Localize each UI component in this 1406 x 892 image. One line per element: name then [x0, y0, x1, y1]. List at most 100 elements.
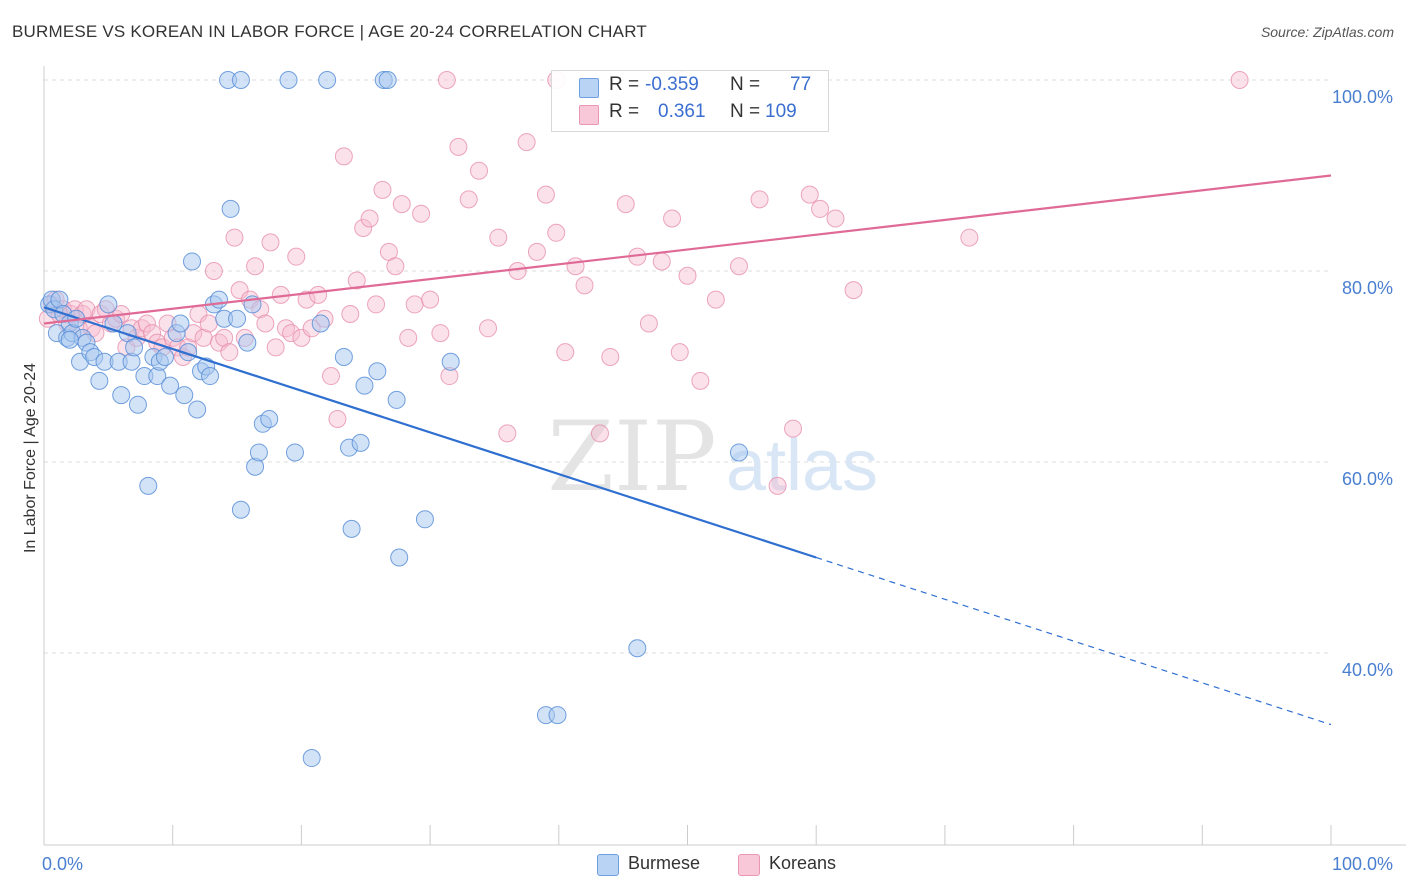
y-tick-label: 60.0% [1342, 469, 1393, 489]
gridlines [44, 79, 1331, 654]
korean-point [691, 371, 710, 390]
burmese-point [128, 395, 147, 414]
burmese-point [390, 548, 409, 567]
korean-point [412, 204, 431, 223]
burmese-point [378, 71, 397, 89]
korean-point [826, 209, 845, 228]
korean-point [220, 343, 239, 362]
chart-title: BURMESE VS KOREAN IN LABOR FORCE | AGE 2… [12, 22, 647, 41]
y-tick-label: 80.0% [1342, 278, 1393, 298]
korean-point [517, 133, 536, 152]
korean-point [309, 285, 328, 304]
burmese-point [387, 390, 406, 409]
r-label: R = [609, 101, 640, 122]
burmese-point [221, 199, 240, 218]
burmese-point [351, 433, 370, 452]
burmese-point [238, 333, 257, 352]
burmese-point [60, 330, 79, 349]
n-label: N = [730, 101, 761, 122]
n-value: 109 [765, 101, 797, 122]
x-tick-label: 100.0% [1332, 854, 1393, 874]
korean-point [367, 295, 386, 314]
burmese-point [228, 309, 247, 328]
r-value: -0.359 [645, 74, 699, 95]
korean-point [811, 199, 830, 218]
burmese-point [285, 443, 304, 462]
burmese-point [334, 347, 353, 366]
burmese-point [548, 706, 567, 725]
burmese-swatch [579, 78, 599, 98]
korean-point [246, 257, 265, 276]
korean-point [449, 137, 468, 156]
korean-point [590, 424, 609, 443]
korean-point [489, 228, 508, 247]
burmese-point [175, 386, 194, 405]
korean-point [470, 161, 489, 180]
korean-point [729, 257, 748, 276]
korean-point [527, 242, 546, 261]
korean-point [392, 195, 411, 214]
burmese-point [161, 376, 180, 395]
korean-point [354, 219, 373, 238]
korean-point [663, 209, 682, 228]
korean-point [768, 476, 787, 495]
burmese-point [99, 295, 118, 314]
korean-point [670, 343, 689, 362]
tick-labels: 40.0% 60.0% 80.0% 100.0% 0.0% 100.0% [42, 87, 1393, 874]
korean-point [256, 314, 275, 333]
korean-point [678, 266, 697, 285]
korean-point [261, 233, 280, 252]
korean-point [282, 324, 301, 343]
korean-point [750, 190, 769, 209]
korean-trend-line [43, 174, 1332, 325]
korean-point [844, 281, 863, 300]
korean-point [297, 290, 316, 309]
korean-point [399, 328, 418, 347]
chart-source: Source: ZipAtlas.com [1260, 24, 1394, 40]
y-tick-label: 40.0% [1342, 660, 1393, 680]
korean-point [601, 347, 620, 366]
legend-row-burmese: R = -0.359 N = 77 [552, 74, 828, 100]
burmese-trend-line [43, 306, 817, 559]
burmese-point [155, 347, 174, 366]
korean-point [360, 209, 379, 228]
r-label: R = [609, 74, 640, 95]
korean-point [405, 295, 424, 314]
trend-lines [43, 174, 1332, 726]
burmese-point [112, 386, 131, 405]
korean-point [547, 223, 566, 242]
korean-point [616, 195, 635, 214]
korean-point [459, 190, 478, 209]
korean-point [204, 262, 223, 280]
korean-point [431, 324, 450, 343]
burmese-point [318, 71, 337, 89]
burmese-point [628, 639, 647, 658]
korean-point [334, 147, 353, 166]
korean-point [276, 319, 295, 338]
burmese-point [231, 500, 250, 519]
burmese-legend-swatch [597, 854, 619, 876]
korean-legend-swatch [738, 854, 760, 876]
korean-point [437, 71, 456, 89]
burmese-point [188, 400, 207, 419]
korean-point [652, 252, 671, 271]
y-tick-label: 100.0% [1332, 87, 1393, 107]
burmese-point [90, 371, 109, 390]
korean-swatch [579, 105, 599, 125]
burmese-point [183, 252, 202, 271]
burmese-point [368, 362, 387, 381]
n-label: N = [730, 74, 761, 95]
burmese-point [302, 749, 321, 768]
burmese-point [249, 443, 268, 462]
legend-row-korean: R = 0.361 N = 109 [552, 101, 828, 127]
burmese-point [171, 314, 190, 333]
korean-point [328, 410, 347, 429]
watermark-zip: ZIP [547, 401, 716, 513]
korean-point [373, 180, 392, 199]
korean-point [347, 271, 366, 290]
watermark-atlas: atlas [726, 426, 878, 506]
korean-point [800, 185, 819, 204]
burmese-point [201, 367, 220, 386]
korean-point [960, 228, 979, 247]
